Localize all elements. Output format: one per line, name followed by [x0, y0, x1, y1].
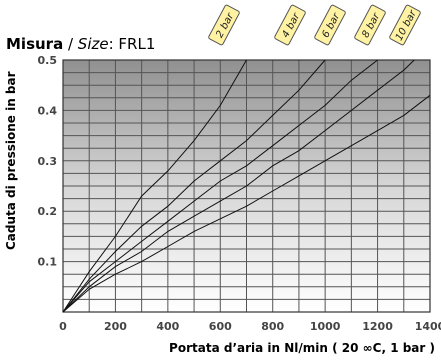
- chart-title-italic: Size: [77, 35, 109, 53]
- y-tick-label: 0.4: [38, 104, 58, 117]
- series-tag-box: [389, 4, 421, 46]
- series-line: [62, 59, 378, 313]
- series-tag-box: [314, 4, 346, 46]
- series-tag-box: [274, 4, 306, 46]
- series-line: [62, 59, 415, 313]
- x-tick-label: 200: [104, 320, 127, 333]
- series-tag: 4 bar: [274, 4, 306, 46]
- series-tag: 6 bar: [314, 4, 346, 46]
- y-tick-label: 0.2: [38, 205, 58, 218]
- y-tick-label: 0.5: [38, 54, 58, 67]
- x-tick-label: 800: [261, 320, 284, 333]
- series-tag: 10 bar: [389, 4, 421, 46]
- x-tick-label: 400: [156, 320, 179, 333]
- series-line: [62, 59, 247, 313]
- series-tag-box: [208, 4, 240, 46]
- x-tick-label: 1200: [362, 320, 393, 333]
- series-tag: 2 bar: [208, 4, 240, 46]
- chart-title: Misura / Size: FRL1: [6, 35, 155, 53]
- y-tick-label: 0.3: [38, 155, 58, 168]
- series-tag-box: [354, 4, 386, 46]
- x-tick-label: 1000: [310, 320, 341, 333]
- series-tag: 8 bar: [354, 4, 386, 46]
- chart-title-bold: Misura: [6, 35, 64, 53]
- series-lines: [62, 59, 431, 313]
- series-tags: 2 bar 4 bar 6 bar 8 bar 10 bar: [208, 4, 421, 46]
- series-line: [62, 59, 326, 313]
- y-tick-label: 0.1: [38, 256, 58, 269]
- chart-title-rest: : FRL1: [108, 35, 156, 53]
- x-tick-label: 0: [59, 320, 67, 333]
- x-axis-label: Portata d’aria in Nl/min ( 20 ∞C, 1 bar …: [169, 341, 435, 355]
- x-tick-label: 600: [209, 320, 232, 333]
- series-line: [62, 94, 431, 313]
- chart-title-sep: /: [63, 35, 78, 53]
